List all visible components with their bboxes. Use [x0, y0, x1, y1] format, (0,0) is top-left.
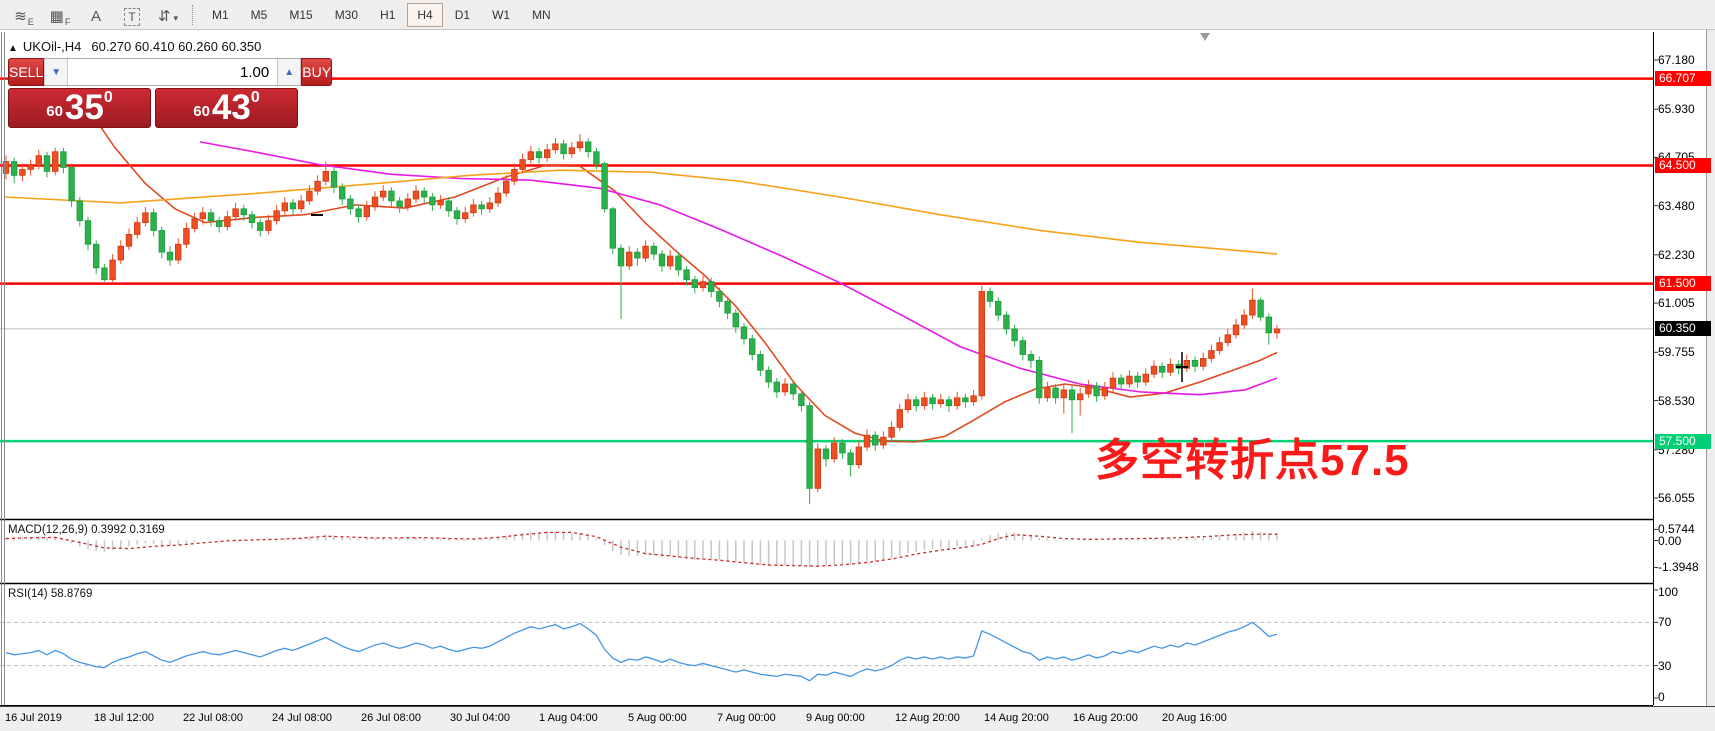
volume-decrease-button[interactable]: ▼ — [44, 59, 69, 85]
chart-title: ▲ UKOil-,H4 60.270 60.410 60.260 60.350 — [8, 39, 261, 54]
macd-values: 0.3992 0.3169 — [91, 524, 165, 536]
buy-price-small: 60 — [193, 103, 210, 120]
price-badge-61.500: 61.500 — [1655, 276, 1711, 292]
date-label: 16 Aug 20:00 — [1073, 712, 1138, 724]
price-tick-67.180: 67.180 — [1658, 53, 1695, 67]
timeframe-button-mn[interactable]: MN — [532, 7, 551, 22]
volume-input[interactable] — [68, 59, 278, 85]
macd-tick-0.00: 0.00 — [1658, 533, 1682, 548]
date-label: 20 Aug 16:00 — [1162, 712, 1227, 724]
toolbar: ≋ E ▦ F A T ⇵ ▾ M1 M5 M15 M30 H1 H4 D1 W1 MN — [0, 0, 1715, 30]
price-badge-64.500: 64.500 — [1655, 158, 1711, 173]
timeframe-button-m30[interactable]: M30 — [334, 7, 359, 22]
rsi-name: RSI(14) — [8, 588, 48, 600]
timeframe-button-m5[interactable]: M5 — [250, 7, 268, 22]
pattern-tool-e-icon[interactable]: ≋ E — [14, 7, 34, 27]
collapse-icon[interactable]: ▲ — [8, 43, 18, 54]
buy-price-sup: 0 — [250, 89, 260, 106]
price-tick-65.930: 65.930 — [1658, 102, 1695, 117]
date-label: 24 Jul 08:00 — [272, 712, 332, 724]
sell-price-small: 60 — [46, 103, 63, 120]
rsi-tick-70: 70 — [1658, 615, 1672, 630]
macd-name: MACD(12,26,9) — [8, 524, 88, 536]
price-tick-58.530: 58.530 — [1658, 393, 1695, 408]
rsi-tick-30: 30 — [1658, 658, 1672, 673]
date-label: 26 Jul 08:00 — [361, 712, 421, 724]
date-label: 5 Aug 00:00 — [628, 712, 687, 724]
macd-label: MACD(12,26,9) 0.3992 0.3169 — [8, 524, 165, 536]
sell-price-sup: 0 — [103, 89, 113, 106]
timeframe-button-h1[interactable]: H1 — [380, 7, 396, 22]
macd-tick--1.3948: -1.3948 — [1658, 560, 1699, 575]
grid-tool-f-icon[interactable]: ▦ F — [49, 7, 71, 27]
symbol-label: UKOil-,H4 — [22, 39, 82, 54]
ohlc-label: 60.270 60.410 60.260 60.350 — [91, 39, 262, 54]
price-tick-59.755: 59.755 — [1658, 345, 1695, 360]
timeframe-button-h4[interactable]: H4 — [407, 2, 443, 27]
rsi-tick-0: 0 — [1658, 690, 1665, 704]
label-a-icon[interactable]: A — [90, 7, 101, 25]
price-badge-60.350: 60.350 — [1655, 321, 1711, 337]
timeframe-button-w1[interactable]: W1 — [492, 7, 511, 22]
price-tick-62.230: 62.230 — [1658, 247, 1695, 262]
rsi-tick-100: 100 — [1658, 585, 1679, 599]
time-axis[interactable]: 16 Jul 2019 18 Jul 12:00 22 Jul 08:00 24 Ju… — [0, 706, 1715, 731]
sell-price-display[interactable]: 60 35 0 — [8, 88, 151, 128]
date-label: 16 Jul 2019 — [5, 712, 62, 724]
rsi-label: RSI(14) 58.8769 — [8, 588, 92, 600]
date-label: 9 Aug 00:00 — [806, 712, 865, 724]
buy-price-display[interactable]: 60 43 0 — [155, 88, 298, 128]
timeframe-button-m1[interactable]: M1 — [212, 7, 229, 22]
date-label: 14 Aug 20:00 — [984, 712, 1049, 724]
date-label: 30 Jul 04:00 — [450, 712, 510, 724]
date-label: 12 Aug 20:00 — [895, 712, 960, 724]
date-label: 1 Aug 04:00 — [539, 712, 598, 724]
annotation-text: 多空转折点57.5 — [1095, 436, 1410, 485]
volume-increase-button[interactable]: ▲ — [277, 59, 302, 85]
timeframe-button-m15[interactable]: M15 — [289, 7, 313, 22]
sell-price-big: 35 — [64, 88, 104, 127]
macd-tick-0.5744: 0.5744 — [1658, 522, 1695, 537]
timeframe-button-d1[interactable]: D1 — [454, 7, 471, 22]
textbox-t-icon[interactable]: T — [116, 2, 148, 26]
date-label: 7 Aug 00:00 — [717, 712, 776, 724]
arrow-style-icon[interactable]: ⇵ ▾ — [157, 7, 179, 25]
date-label: 22 Jul 08:00 — [183, 712, 243, 724]
volume-spinner: ▼ ▲ — [44, 58, 302, 86]
date-label: 18 Jul 12:00 — [94, 712, 154, 724]
price-tick-56.055: 56.055 — [1658, 490, 1695, 505]
price-badge-66.707: 66.707 — [1655, 71, 1711, 87]
buy-button[interactable]: BUY — [301, 58, 333, 86]
sell-button[interactable]: SELL — [8, 58, 45, 86]
toolbar-separator — [192, 4, 194, 25]
price-badge-57.500: 57.500 — [1655, 433, 1711, 449]
rsi-value: 58.8769 — [50, 588, 93, 600]
price-tick-61.005: 61.005 — [1658, 296, 1695, 311]
price-tick-63.480: 63.480 — [1658, 198, 1695, 213]
buy-price-big: 43 — [211, 88, 251, 127]
